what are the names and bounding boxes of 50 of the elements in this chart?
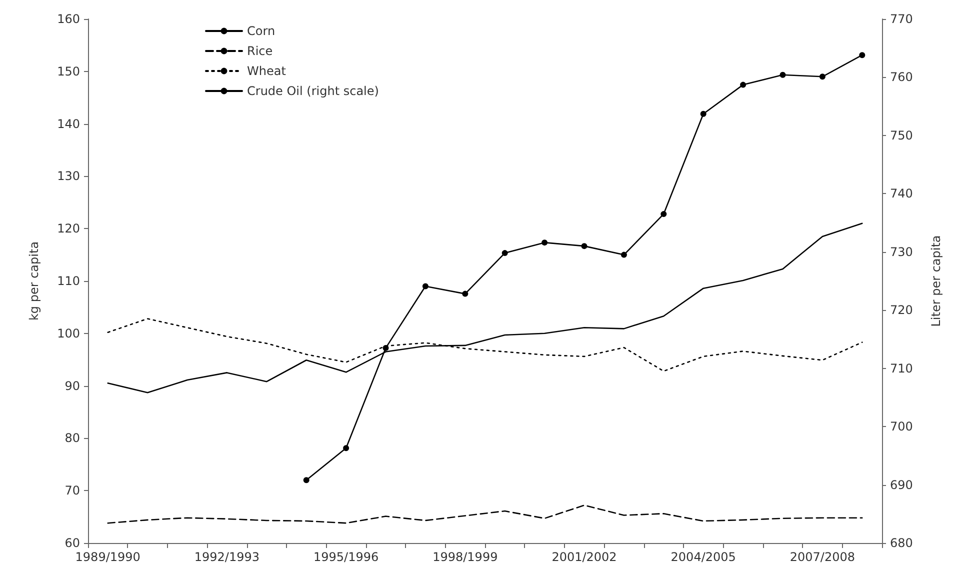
x-tick-label: 2004/2005 [670, 550, 736, 564]
y2-tick-label: 730 [890, 244, 913, 259]
point [462, 290, 468, 297]
y2-tick-label: 750 [890, 128, 913, 142]
point [343, 445, 350, 452]
y2-tick-label: 720 [890, 303, 913, 318]
line-series [107, 504, 863, 524]
x-tick-label: 2007/2008 [790, 550, 856, 564]
point [502, 250, 508, 256]
y-tick-label: 150 [57, 64, 80, 78]
x-tick-label: 1995/1996 [313, 550, 379, 564]
y2-tick-label: 680 [890, 536, 913, 550]
legend-label: Crude Oil (right scale) [247, 84, 379, 98]
x-tick-label: 1998/1999 [432, 550, 498, 564]
y-tick-label: 130 [57, 169, 80, 184]
point [740, 82, 746, 88]
point [620, 252, 627, 258]
y-tick-label: 120 [57, 222, 80, 236]
legend-label: Rice [247, 44, 273, 58]
x-tick-label: 1992/1993 [194, 550, 260, 564]
y2-tick-label: 690 [890, 478, 913, 492]
y-tick-label: 70 [64, 484, 80, 498]
point [819, 74, 826, 80]
point [382, 344, 389, 351]
y-axis-title: kg per capita [27, 241, 41, 321]
y2-tick-label: 740 [890, 186, 913, 201]
point [660, 211, 667, 218]
point [780, 72, 786, 78]
point [859, 52, 866, 58]
y-tick-label: 140 [57, 116, 80, 131]
y-tick-label: 90 [64, 378, 80, 393]
point [542, 240, 548, 246]
point [422, 283, 428, 290]
y2-tick-label: 760 [890, 70, 913, 84]
point [303, 477, 310, 484]
y-tick-label: 100 [57, 326, 80, 340]
point [700, 110, 706, 117]
point [581, 243, 588, 250]
y2-tick-label: 700 [890, 420, 913, 434]
y-tick-label: 160 [57, 12, 80, 26]
y2-tick-label: 710 [890, 361, 913, 376]
legend-label: Corn [247, 24, 276, 38]
legend-label: Wheat [247, 64, 286, 78]
y-tick-label: 110 [57, 274, 80, 288]
y-tick-label: 80 [64, 431, 80, 446]
y2-tick-label: 770 [890, 12, 913, 26]
y-tick-label: 60 [64, 536, 80, 550]
x-tick-label: 1989/1990 [75, 550, 140, 564]
x-tick-label: 2001/2002 [552, 550, 617, 564]
y2-axis-title: Liter per capita [929, 235, 943, 327]
